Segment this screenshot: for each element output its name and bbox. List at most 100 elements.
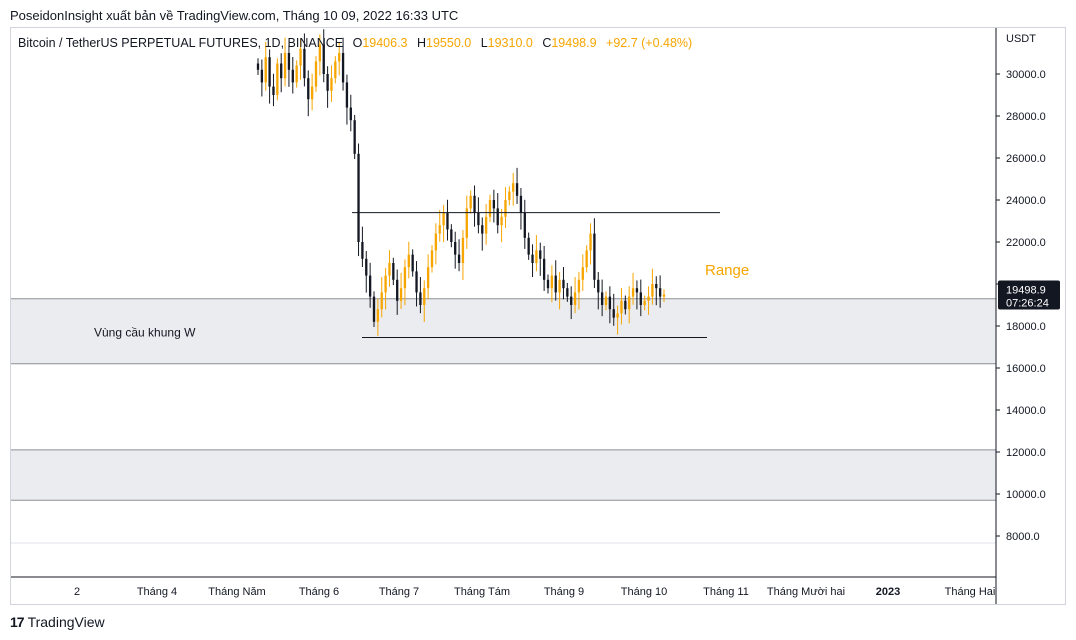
currency-label[interactable]: USDT — [1006, 33, 1036, 45]
candle[interactable] — [658, 288, 662, 297]
candle[interactable] — [446, 212, 449, 230]
candle[interactable] — [303, 48, 306, 79]
candle[interactable] — [469, 195, 472, 209]
candle[interactable] — [643, 300, 646, 305]
candle[interactable] — [585, 250, 588, 268]
candle[interactable] — [434, 233, 438, 251]
candle[interactable] — [500, 216, 503, 226]
candle[interactable] — [473, 195, 476, 213]
candle[interactable] — [620, 300, 623, 314]
candle[interactable] — [608, 296, 612, 310]
candle[interactable] — [388, 263, 391, 276]
candle[interactable] — [616, 313, 619, 318]
candle[interactable] — [392, 263, 395, 280]
candle[interactable] — [655, 284, 658, 289]
candle[interactable] — [399, 288, 403, 301]
candle[interactable] — [318, 44, 322, 62]
last-price-tag[interactable] — [998, 280, 1060, 310]
candle[interactable] — [527, 237, 530, 255]
candle[interactable] — [562, 279, 565, 289]
candle[interactable] — [481, 225, 484, 234]
candle[interactable] — [276, 63, 279, 96]
candle[interactable] — [558, 279, 561, 293]
symbol-name[interactable]: Bitcoin / TetherUS PERPETUAL FUTURES, 1D… — [18, 36, 344, 50]
candle[interactable] — [639, 292, 642, 305]
candle[interactable] — [496, 208, 499, 226]
candle[interactable] — [307, 78, 310, 100]
tradingview-logo[interactable]: 17 TradingView — [10, 614, 105, 630]
candle[interactable] — [488, 200, 492, 217]
candle[interactable] — [600, 292, 604, 305]
candle[interactable] — [322, 44, 325, 74]
candle[interactable] — [477, 212, 480, 226]
candle[interactable] — [260, 69, 264, 83]
candle[interactable] — [570, 296, 573, 305]
candle[interactable] — [628, 296, 631, 310]
candle[interactable] — [465, 208, 468, 238]
candle[interactable] — [635, 288, 639, 293]
candle[interactable] — [419, 292, 422, 305]
candle[interactable] — [380, 292, 383, 310]
candle[interactable] — [256, 63, 260, 70]
candle[interactable] — [442, 212, 445, 226]
candle[interactable] — [341, 53, 345, 83]
candle[interactable] — [454, 242, 457, 255]
candle[interactable] — [272, 86, 275, 95]
candle[interactable] — [299, 48, 302, 66]
candle[interactable] — [280, 63, 283, 79]
candle[interactable] — [566, 288, 569, 297]
candle[interactable] — [295, 65, 298, 83]
candle[interactable] — [287, 53, 291, 70]
candle[interactable] — [264, 57, 267, 83]
candle[interactable] — [407, 254, 410, 268]
candle[interactable] — [349, 107, 352, 121]
candle[interactable] — [411, 254, 414, 272]
candle[interactable] — [492, 200, 496, 209]
candle[interactable] — [345, 82, 349, 108]
chart-frame[interactable] — [10, 27, 1066, 605]
candle[interactable] — [554, 275, 557, 293]
candle[interactable] — [430, 250, 434, 268]
candle[interactable] — [612, 309, 615, 318]
candle[interactable] — [384, 275, 387, 293]
candle[interactable] — [372, 296, 376, 322]
candle[interactable] — [403, 267, 407, 289]
candle[interactable] — [624, 300, 627, 310]
demand-zone[interactable] — [11, 298, 996, 364]
candle[interactable] — [310, 86, 314, 100]
candle[interactable] — [504, 200, 507, 217]
candle[interactable] — [457, 254, 461, 263]
candle[interactable] — [334, 61, 337, 79]
candle[interactable] — [365, 258, 368, 276]
candle[interactable] — [268, 57, 271, 87]
candle[interactable] — [523, 212, 526, 238]
candle[interactable] — [368, 275, 372, 297]
candle[interactable] — [353, 120, 356, 154]
candle[interactable] — [581, 267, 584, 280]
demand-zone[interactable] — [11, 449, 996, 501]
candle[interactable] — [662, 294, 666, 297]
candle[interactable] — [396, 279, 399, 301]
candle[interactable] — [519, 195, 523, 213]
candle[interactable] — [484, 216, 488, 234]
candle[interactable] — [461, 237, 465, 263]
candle[interactable] — [415, 271, 418, 293]
candle[interactable] — [338, 53, 341, 62]
candle[interactable] — [426, 267, 430, 289]
candle[interactable] — [546, 279, 550, 289]
candle[interactable] — [357, 153, 360, 242]
candle[interactable] — [515, 183, 519, 196]
candle[interactable] — [593, 233, 596, 280]
candle[interactable] — [573, 292, 577, 305]
candle[interactable] — [450, 229, 453, 242]
candle[interactable] — [531, 254, 534, 263]
candle[interactable] — [631, 288, 635, 297]
candle[interactable] — [577, 279, 581, 293]
candle[interactable] — [330, 78, 333, 91]
candle[interactable] — [651, 284, 654, 297]
candle[interactable] — [314, 61, 318, 87]
candle[interactable] — [535, 250, 538, 263]
candle[interactable] — [423, 288, 426, 305]
candle[interactable] — [376, 309, 380, 322]
